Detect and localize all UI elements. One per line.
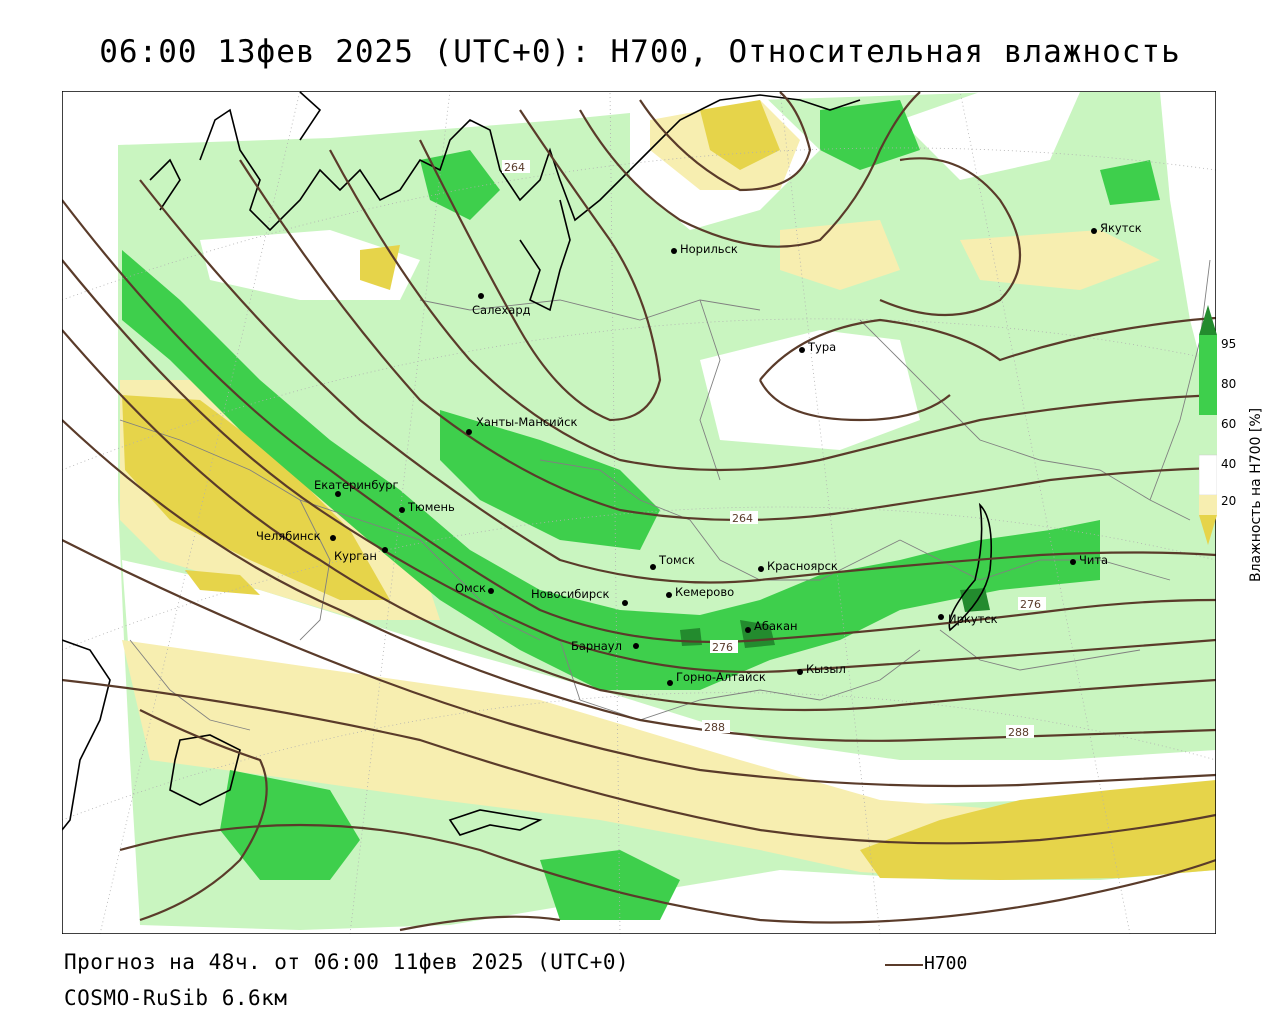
city-dot bbox=[650, 564, 656, 570]
map-svg: 264 264 276 276 288 288 Норильск Якутск … bbox=[62, 91, 1216, 934]
colorbar-title: Влажность на H700 [%] bbox=[1248, 407, 1264, 582]
model-info: COSMO-RuSib 6.6км bbox=[64, 986, 288, 1010]
humidity-band-80 bbox=[540, 850, 680, 920]
humidity-band-dry bbox=[185, 570, 260, 595]
city-label-gorno-altaysk: Горно-Алтайск bbox=[676, 670, 766, 684]
isohypse-line bbox=[879, 157, 1021, 317]
city-dot bbox=[335, 491, 341, 497]
city-label-norilsk: Норильск bbox=[680, 242, 738, 256]
isohypse-line bbox=[329, 149, 1216, 472]
map-title: 06:00 13фев 2025 (UTC+0): H700, Относите… bbox=[99, 34, 1181, 70]
isohypse-labels: 264 264 276 276 288 288 bbox=[502, 160, 1046, 739]
humidity-band-95 bbox=[680, 628, 702, 646]
isohypse-label: 264 bbox=[732, 512, 753, 525]
city-label-chelyabinsk: Челябинск bbox=[256, 529, 321, 543]
city-label-omsk: Омск bbox=[455, 581, 486, 595]
humidity-band-20 bbox=[780, 220, 900, 290]
humidity-band-dry bbox=[122, 395, 390, 600]
graticule bbox=[62, 91, 1216, 934]
humidity-band-40 bbox=[200, 230, 420, 300]
city-dot bbox=[622, 600, 628, 606]
isohypse-line bbox=[139, 709, 268, 922]
city-dot bbox=[745, 627, 751, 633]
isohypse-line bbox=[62, 329, 1216, 712]
city-label-yakutsk: Якутск bbox=[1100, 221, 1142, 235]
isohypse-line bbox=[239, 159, 1216, 522]
isohypse-line bbox=[139, 179, 1216, 584]
city-label-tyumen: Тюмень bbox=[407, 500, 455, 514]
isohypses bbox=[62, 91, 1216, 932]
isohypse-line bbox=[759, 316, 1216, 422]
city-label-yekaterinburg: Екатеринбург bbox=[314, 478, 399, 492]
city-dot bbox=[478, 293, 484, 299]
isohypse-label: 288 bbox=[704, 721, 725, 734]
humidity-colorbar bbox=[1198, 305, 1218, 545]
city-label-kyzyl: Кызыл bbox=[806, 662, 846, 676]
city-label-abakan: Абакан bbox=[754, 619, 798, 633]
humidity-band-80 bbox=[820, 100, 920, 170]
isohypse-line bbox=[119, 823, 1216, 924]
city-label-salekhard: Салехард bbox=[472, 303, 531, 317]
humidity-band-80 bbox=[440, 410, 660, 550]
colorbar-tick: 60 bbox=[1221, 417, 1237, 431]
humidity-band-20 bbox=[122, 640, 1216, 878]
humidity-band-dry bbox=[860, 780, 1216, 880]
h700-legend-label: H700 bbox=[924, 953, 968, 974]
humidity-band-40 bbox=[900, 92, 1080, 180]
city-dot bbox=[633, 643, 639, 649]
city-label-kemerovo: Кемерово bbox=[675, 585, 734, 599]
city-dot bbox=[330, 535, 336, 541]
city-dot bbox=[667, 680, 673, 686]
isohypse-label: 264 bbox=[504, 161, 525, 174]
isohypse-line bbox=[62, 539, 1216, 788]
city-dot bbox=[797, 669, 803, 675]
map-panel: 264 264 276 276 288 288 Норильск Якутск … bbox=[62, 91, 1216, 934]
city-label-khanty-mansiysk: Ханты-Мансийск bbox=[476, 415, 577, 429]
city-dot bbox=[758, 566, 764, 572]
coastline bbox=[62, 91, 993, 836]
city-markers: Норильск Якутск Салехард Тура Ханты-Манс… bbox=[256, 221, 1142, 686]
colorbar-tick: 20 bbox=[1221, 494, 1237, 508]
city-dot bbox=[382, 547, 388, 553]
isohypse-line bbox=[579, 91, 921, 248]
city-label-tura: Тура bbox=[807, 340, 836, 354]
isohypse-label: 288 bbox=[1008, 726, 1029, 739]
city-label-novosibirsk: Новосибирск bbox=[531, 587, 609, 601]
isohypse-label: 276 bbox=[712, 641, 733, 654]
city-label-chita: Чита bbox=[1079, 553, 1108, 567]
city-dot bbox=[466, 429, 472, 435]
isohypse-line bbox=[62, 678, 1216, 845]
isohypse-line bbox=[419, 109, 662, 422]
city-dot bbox=[938, 614, 944, 620]
admin-borders bbox=[119, 259, 1211, 731]
forecast-info: Прогноз на 48ч. от 06:00 11фев 2025 (UTC… bbox=[64, 950, 630, 974]
humidity-band-80 bbox=[1100, 160, 1160, 205]
city-dot bbox=[488, 588, 494, 594]
humidity-band-dry bbox=[700, 100, 780, 170]
humidity-band-dry bbox=[360, 245, 400, 290]
city-label-tomsk: Томск bbox=[658, 553, 695, 567]
city-dot bbox=[671, 248, 677, 254]
city-dot bbox=[666, 592, 672, 598]
h700-legend-swatch bbox=[885, 964, 923, 966]
colorbar-tick: 80 bbox=[1221, 377, 1237, 391]
city-label-krasnoyarsk: Красноярск bbox=[767, 559, 838, 573]
city-label-irkutsk: Иркутск bbox=[948, 612, 998, 626]
isohypse-line bbox=[399, 915, 561, 932]
city-label-kurgan: Курган bbox=[334, 549, 377, 563]
city-dot bbox=[1070, 559, 1076, 565]
city-dot bbox=[799, 347, 805, 353]
colorbar-tick: 40 bbox=[1221, 457, 1237, 471]
colorbar-tick: 95 bbox=[1221, 337, 1237, 351]
city-dot bbox=[1091, 228, 1097, 234]
isohypse-line bbox=[62, 199, 1216, 644]
isohypse-label: 276 bbox=[1020, 598, 1041, 611]
humidity-band-20 bbox=[960, 230, 1160, 290]
city-label-barnaul: Барнаул bbox=[571, 639, 622, 653]
isohypse-line bbox=[639, 91, 812, 192]
humidity-band-95 bbox=[960, 588, 990, 612]
humidity-band-80 bbox=[122, 250, 1100, 690]
city-dot bbox=[399, 507, 405, 513]
isohypse-line bbox=[62, 259, 1216, 674]
